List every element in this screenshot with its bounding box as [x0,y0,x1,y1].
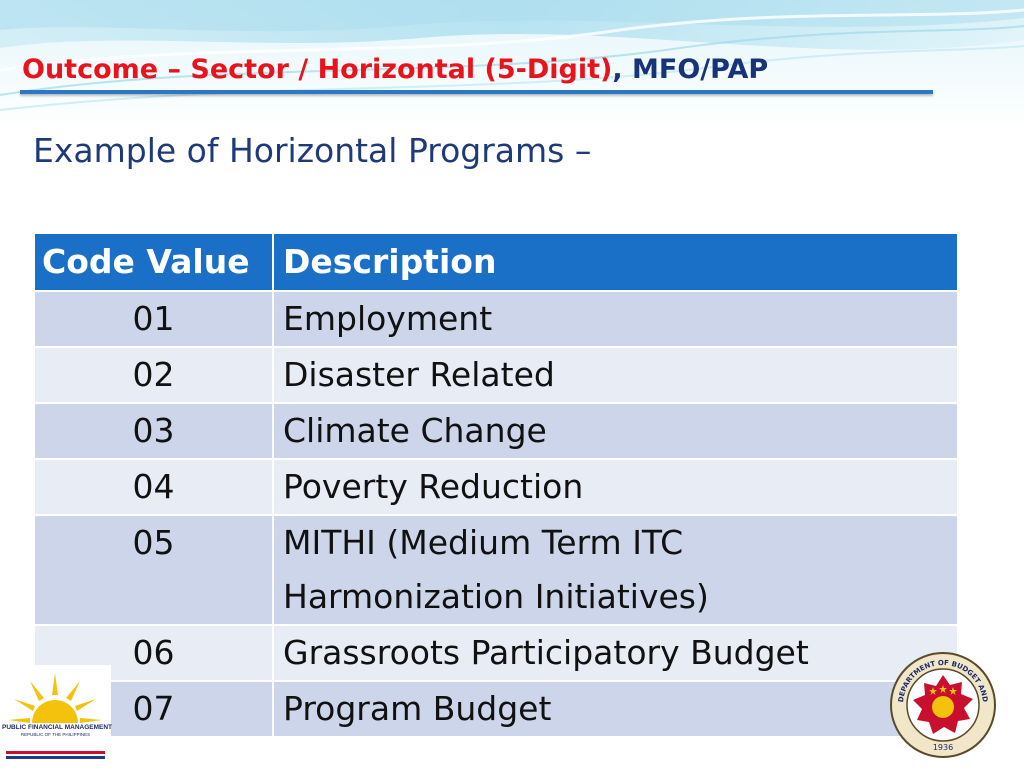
description-line: Harmonization Initiatives) [283,577,709,616]
table-row: 02 Disaster Related [33,346,959,404]
pfm-logo-title: PUBLIC FINANCIAL MANAGEMENT [2,724,113,731]
description-cell: Poverty Reduction [272,458,959,516]
pfm-logo-subtitle: REPUBLIC OF THE PHILIPPINES [20,732,91,737]
column-header-code-value: Code Value [33,232,274,292]
description-cell: Employment [272,290,959,348]
column-header-description: Description [272,232,959,292]
table-row: 04 Poverty Reduction [33,458,959,516]
description-cell: Grassroots Participatory Budget [272,624,959,682]
table-row: 03 Climate Change [33,402,959,460]
sun-emblem-icon [6,673,105,759]
table-row: 06 Grassroots Participatory Budget [33,624,959,682]
slide-title: Outcome – Sector / Horizontal (5-Digit),… [22,52,768,88]
table-row: 07 Program Budget [33,680,959,738]
title-underline [20,90,933,94]
title-red-part: Outcome – Sector / Horizontal (5-Digit) [22,54,613,85]
dbm-seal-icon: DEPARTMENT OF BUDGET AND MANAGEMENT 1936 [889,651,996,758]
horizontal-programs-table: Code Value Description 01 Employment 02 … [33,232,959,738]
code-cell: 03 [33,402,274,460]
code-cell: 01 [33,290,274,348]
description-cell: MITHI (Medium Term ITC Harmonization Ini… [272,514,959,626]
description-cell: Climate Change [272,402,959,460]
table-header-row: Code Value Description [33,232,959,292]
title-blue-part: , MFO/PAP [612,54,769,85]
table-row: 01 Employment [33,290,959,348]
code-cell: 05 [33,514,274,626]
dbm-year: 1936 [933,743,953,752]
description-line: MITHI (Medium Term ITC [283,523,684,562]
code-cell: 02 [33,346,274,404]
slide-subtitle: Example of Horizontal Programs – [33,131,592,170]
description-cell: Program Budget [272,680,959,738]
table-row: 05 MITHI (Medium Term ITC Harmonization … [33,514,959,626]
background-waves [0,0,1024,130]
pfm-logo: PUBLIC FINANCIAL MANAGEMENT REPUBLIC OF … [0,665,113,768]
code-cell: 04 [33,458,274,516]
description-cell: Disaster Related [272,346,959,404]
